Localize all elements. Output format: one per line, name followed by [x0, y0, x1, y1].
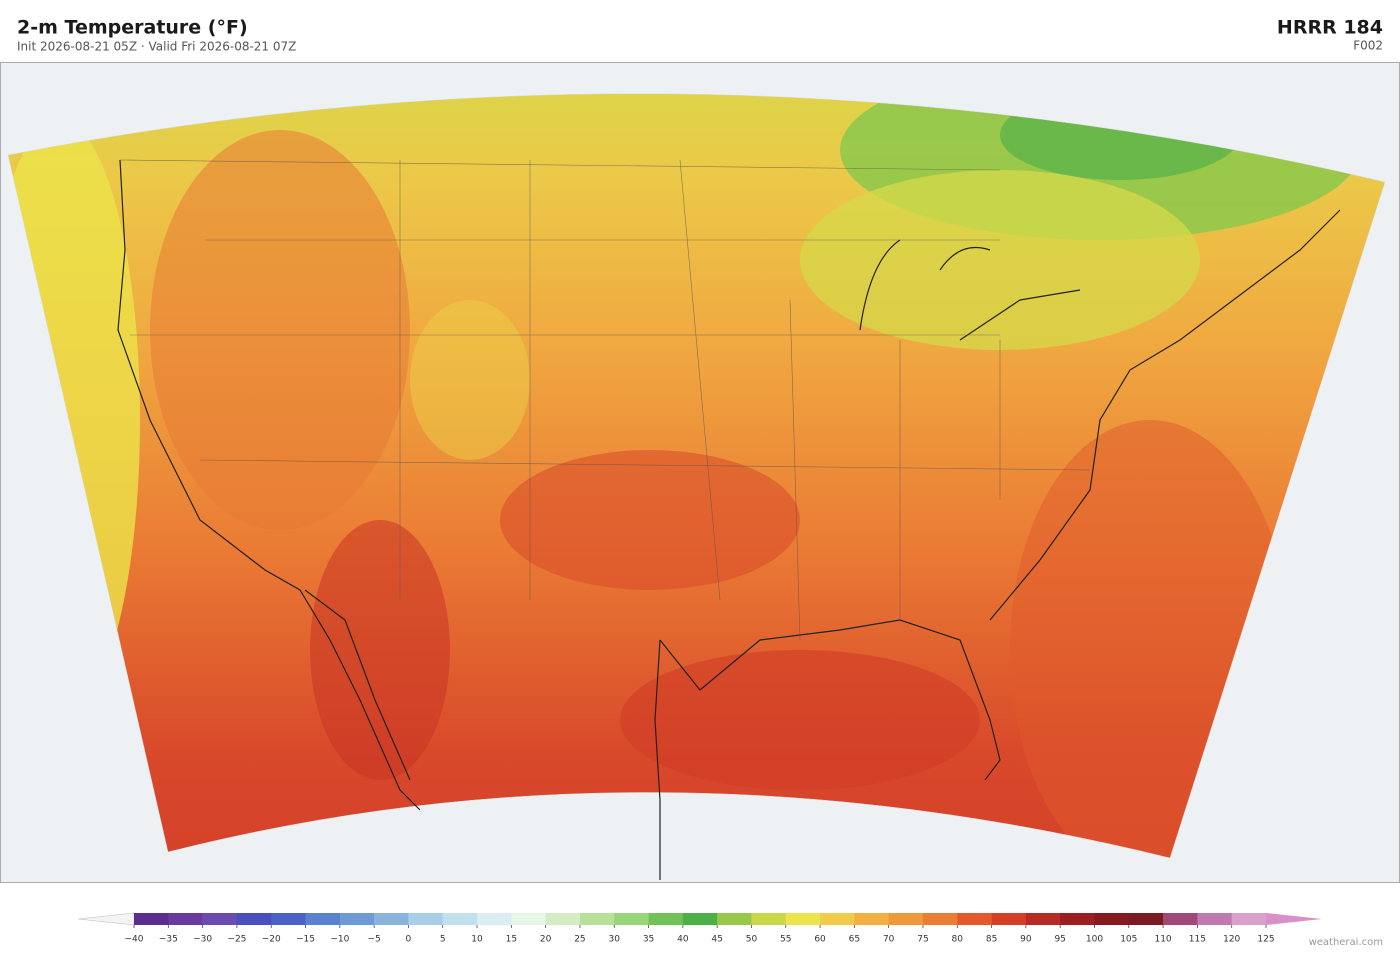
colorbar-bin: [408, 913, 444, 925]
colorbar-under: [77, 912, 135, 926]
colorbar: −40 −35 −30 −25 −20 −15 −10 −5 0 5 10 15 20 25 30 35 40 4…: [77, 912, 1322, 945]
credit: weatherai.com: [1309, 937, 1383, 948]
colorbar-tick-label: 80: [952, 935, 964, 945]
colorbar-bin: [1128, 913, 1164, 925]
colorbar-tick-label: 115: [1189, 935, 1206, 945]
colorbar-tick-label: 45: [711, 935, 722, 945]
colorbar-tick-label: 100: [1086, 935, 1103, 945]
colorbar-bin: [477, 913, 512, 925]
colorbar-tick-label: 30: [609, 935, 621, 945]
colorbar-tick-label: −10: [330, 935, 349, 945]
colorbar-tick-label: 20: [540, 935, 552, 945]
colorbar-bin: [134, 913, 169, 925]
colorbar-bin: [168, 913, 203, 925]
colorbar-tick-label: 75: [917, 935, 928, 945]
colorbar-tick-label: −20: [262, 935, 281, 945]
colorbar-bin: [1094, 913, 1130, 925]
colorbar-tick-label: 90: [1020, 935, 1032, 945]
colorbar-tick-label: 35: [643, 935, 654, 945]
colorbar-tick-label: 15: [506, 935, 517, 945]
colorbar-tick-label: −5: [367, 935, 380, 945]
colorbar-bin: [614, 913, 649, 925]
colorbar-bin: [305, 913, 341, 925]
colorbar-bin: [922, 913, 958, 925]
colorbar-bin: [1025, 913, 1061, 925]
colorbar-tick-label: 5: [440, 935, 446, 945]
colorbar-tick-label: 60: [814, 935, 826, 945]
colorbar-bin: [1231, 913, 1267, 925]
colorbar-tick-label: −35: [159, 935, 178, 945]
colorbar-bin: [648, 913, 684, 925]
colorbar-tick-label: 125: [1257, 935, 1274, 945]
colorbar-bin: [339, 913, 375, 925]
colorbar-tick-label: −30: [193, 935, 212, 945]
colorbar-tick-label: 110: [1154, 935, 1171, 945]
colorbar-tick-label: 10: [471, 935, 483, 945]
colorbar-bin: [374, 913, 409, 925]
colorbar-bin: [202, 913, 238, 925]
colorbar-tick-label: 25: [574, 935, 585, 945]
colorbar-tick-label: 95: [1054, 935, 1065, 945]
colorbar-bin: [1163, 913, 1198, 925]
colorbar-tick-label: 85: [986, 935, 997, 945]
colorbar-bin: [820, 913, 855, 925]
colorbar-tick-label: 105: [1120, 935, 1137, 945]
colorbar-tick-label: 120: [1223, 935, 1240, 945]
colorbar-tick-label: −15: [296, 935, 315, 945]
colorbar-over: [1266, 913, 1322, 925]
colorbar-tick-label: 50: [746, 935, 758, 945]
temperature-field: [8, 93, 1385, 859]
state-borders: [119, 159, 1091, 641]
colorbar-tick-label: 65: [849, 935, 860, 945]
colorbar-tick-label: 40: [677, 935, 689, 945]
colorbar-bin: [991, 913, 1027, 925]
colorbar-tick-label: 0: [406, 935, 412, 945]
colorbar-bin: [1060, 913, 1095, 925]
colorbar-bin: [511, 913, 546, 925]
colorbar-bin: [579, 913, 615, 925]
colorbar-bin: [854, 913, 889, 925]
colorbar-tick-label: 55: [780, 935, 791, 945]
colorbar-bin: [545, 913, 581, 925]
colorbar-bin: [1197, 913, 1232, 925]
model-name: HRRR 184: [1277, 17, 1383, 39]
colorbar-bin: [682, 913, 718, 925]
colorbar-bin: [236, 913, 272, 925]
colorbar-tick-label: 70: [883, 935, 895, 945]
colorbar-bin: [717, 913, 752, 925]
colorbar-bin: [271, 913, 306, 925]
colorbar-tick-label: −25: [227, 935, 246, 945]
map: [0, 62, 1400, 883]
colorbar-bin: [957, 913, 992, 925]
forecast-hour: F002: [1353, 39, 1383, 53]
colorbar-tick-label: −40: [125, 935, 144, 945]
colorbar-bin: [888, 913, 924, 925]
colorbar-bin: [442, 913, 478, 925]
colorbar-bin: [751, 913, 787, 925]
colorbar-bin: [785, 913, 821, 925]
run-info: Init 2026-08-21 05Z · Valid Fri 2026-08-…: [17, 40, 296, 54]
map-title: 2-m Temperature (°F): [17, 17, 248, 39]
